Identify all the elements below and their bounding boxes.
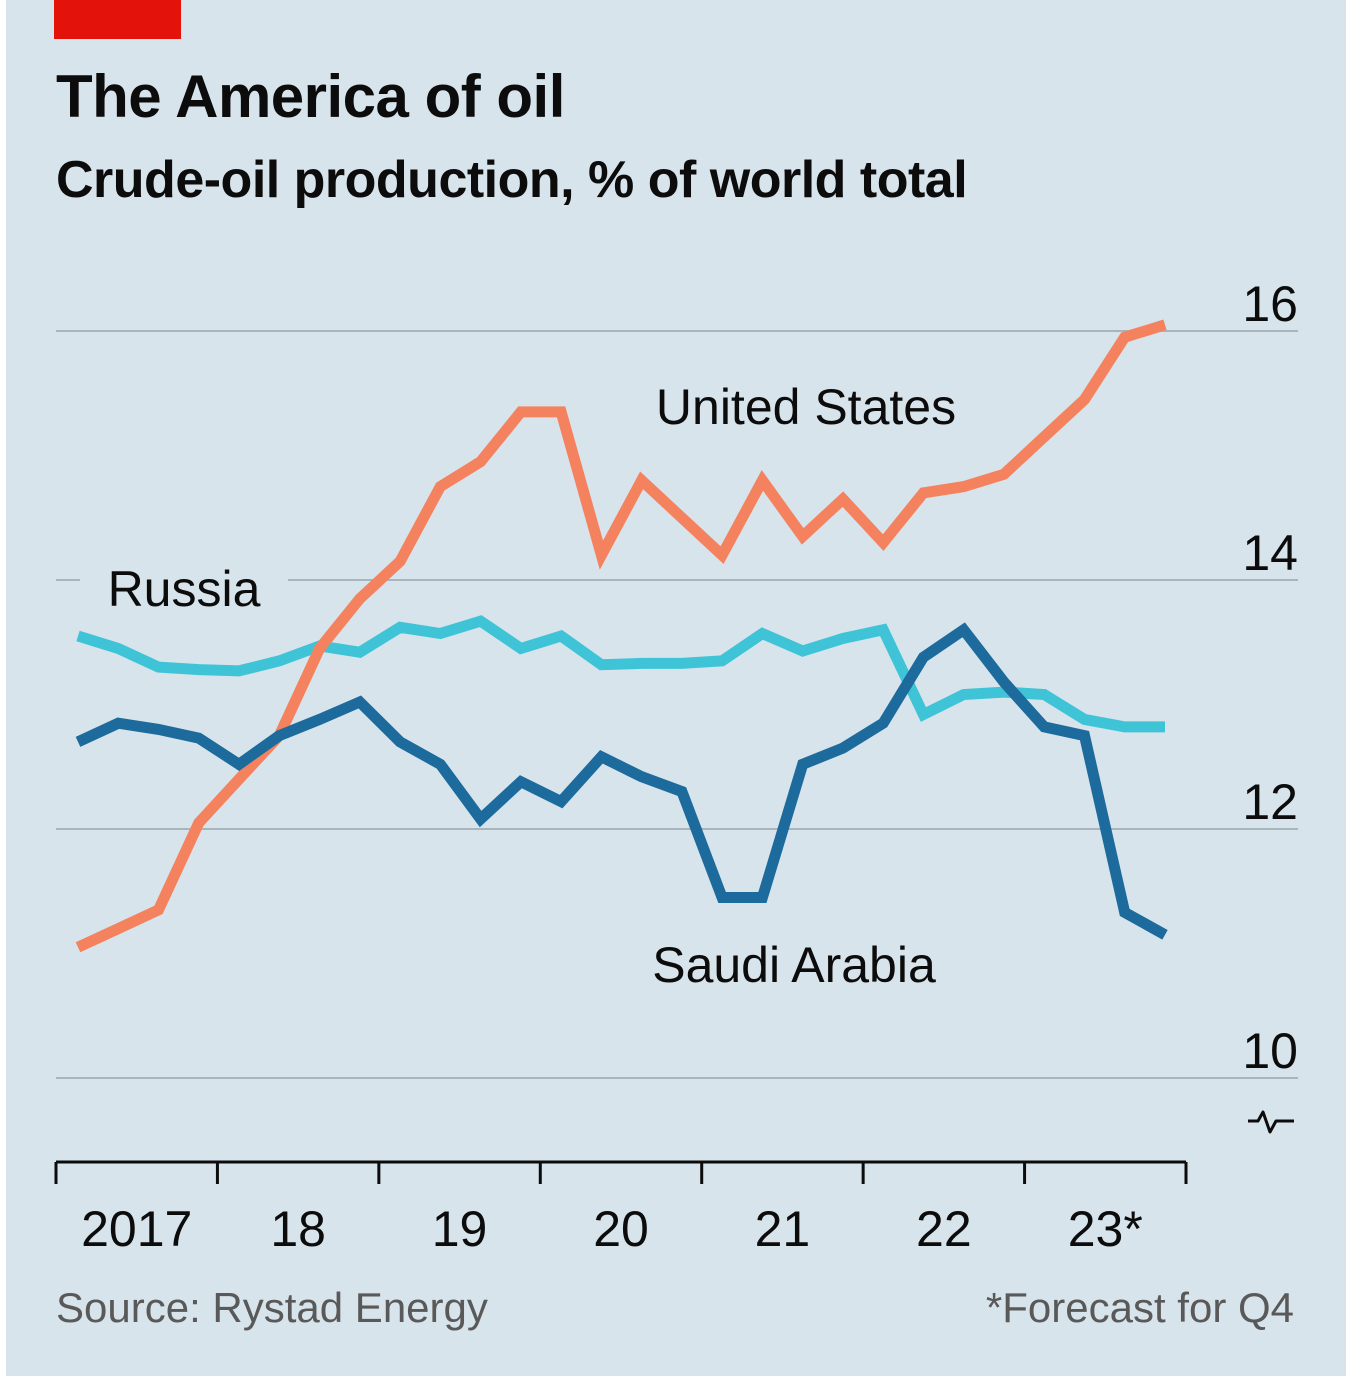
series-label-united-states: United States (656, 379, 956, 435)
series-lines (75, 319, 1168, 953)
chart-title: The America of oil (56, 63, 565, 130)
x-tick-label: 21 (755, 1201, 811, 1257)
series-label-russia: Russia (108, 561, 261, 617)
axis-break-icon (1248, 1110, 1294, 1134)
series-labels: United States Russia Saudi Arabia (108, 379, 957, 993)
series-line-united-states (75, 319, 1167, 953)
gridlines (56, 330, 1298, 1079)
x-tick-label: 22 (916, 1201, 972, 1257)
chart-subtitle: Crude-oil production, % of world total (56, 151, 968, 209)
y-tick-label: 10 (1242, 1023, 1298, 1079)
x-tick-label: 18 (270, 1201, 326, 1257)
x-tick-label: 23* (1068, 1201, 1143, 1257)
x-tick-labels: 2017 18 19 20 21 22 23* (81, 1201, 1143, 1257)
y-tick-label: 14 (1242, 525, 1298, 581)
x-tick-label: 19 (432, 1201, 488, 1257)
brand-tag (54, 0, 181, 39)
y-tick-label: 12 (1242, 774, 1298, 830)
series-line-saudi-arabia (75, 622, 1168, 940)
x-tick-label: 2017 (81, 1201, 192, 1257)
chart-panel (6, 0, 1346, 1376)
y-tick-label: 16 (1242, 276, 1298, 332)
series-label-saudi-arabia: Saudi Arabia (652, 937, 936, 993)
y-tick-labels: 10 12 14 16 (1242, 276, 1298, 1079)
axis-break-icon (1248, 1110, 1294, 1134)
series-line-russia (76, 615, 1165, 733)
source-note: Source: Rystad Energy (56, 1284, 488, 1331)
forecast-footnote: *Forecast for Q4 (985, 1284, 1294, 1331)
x-axis (54, 1160, 1188, 1184)
x-tick-label: 20 (593, 1201, 649, 1257)
